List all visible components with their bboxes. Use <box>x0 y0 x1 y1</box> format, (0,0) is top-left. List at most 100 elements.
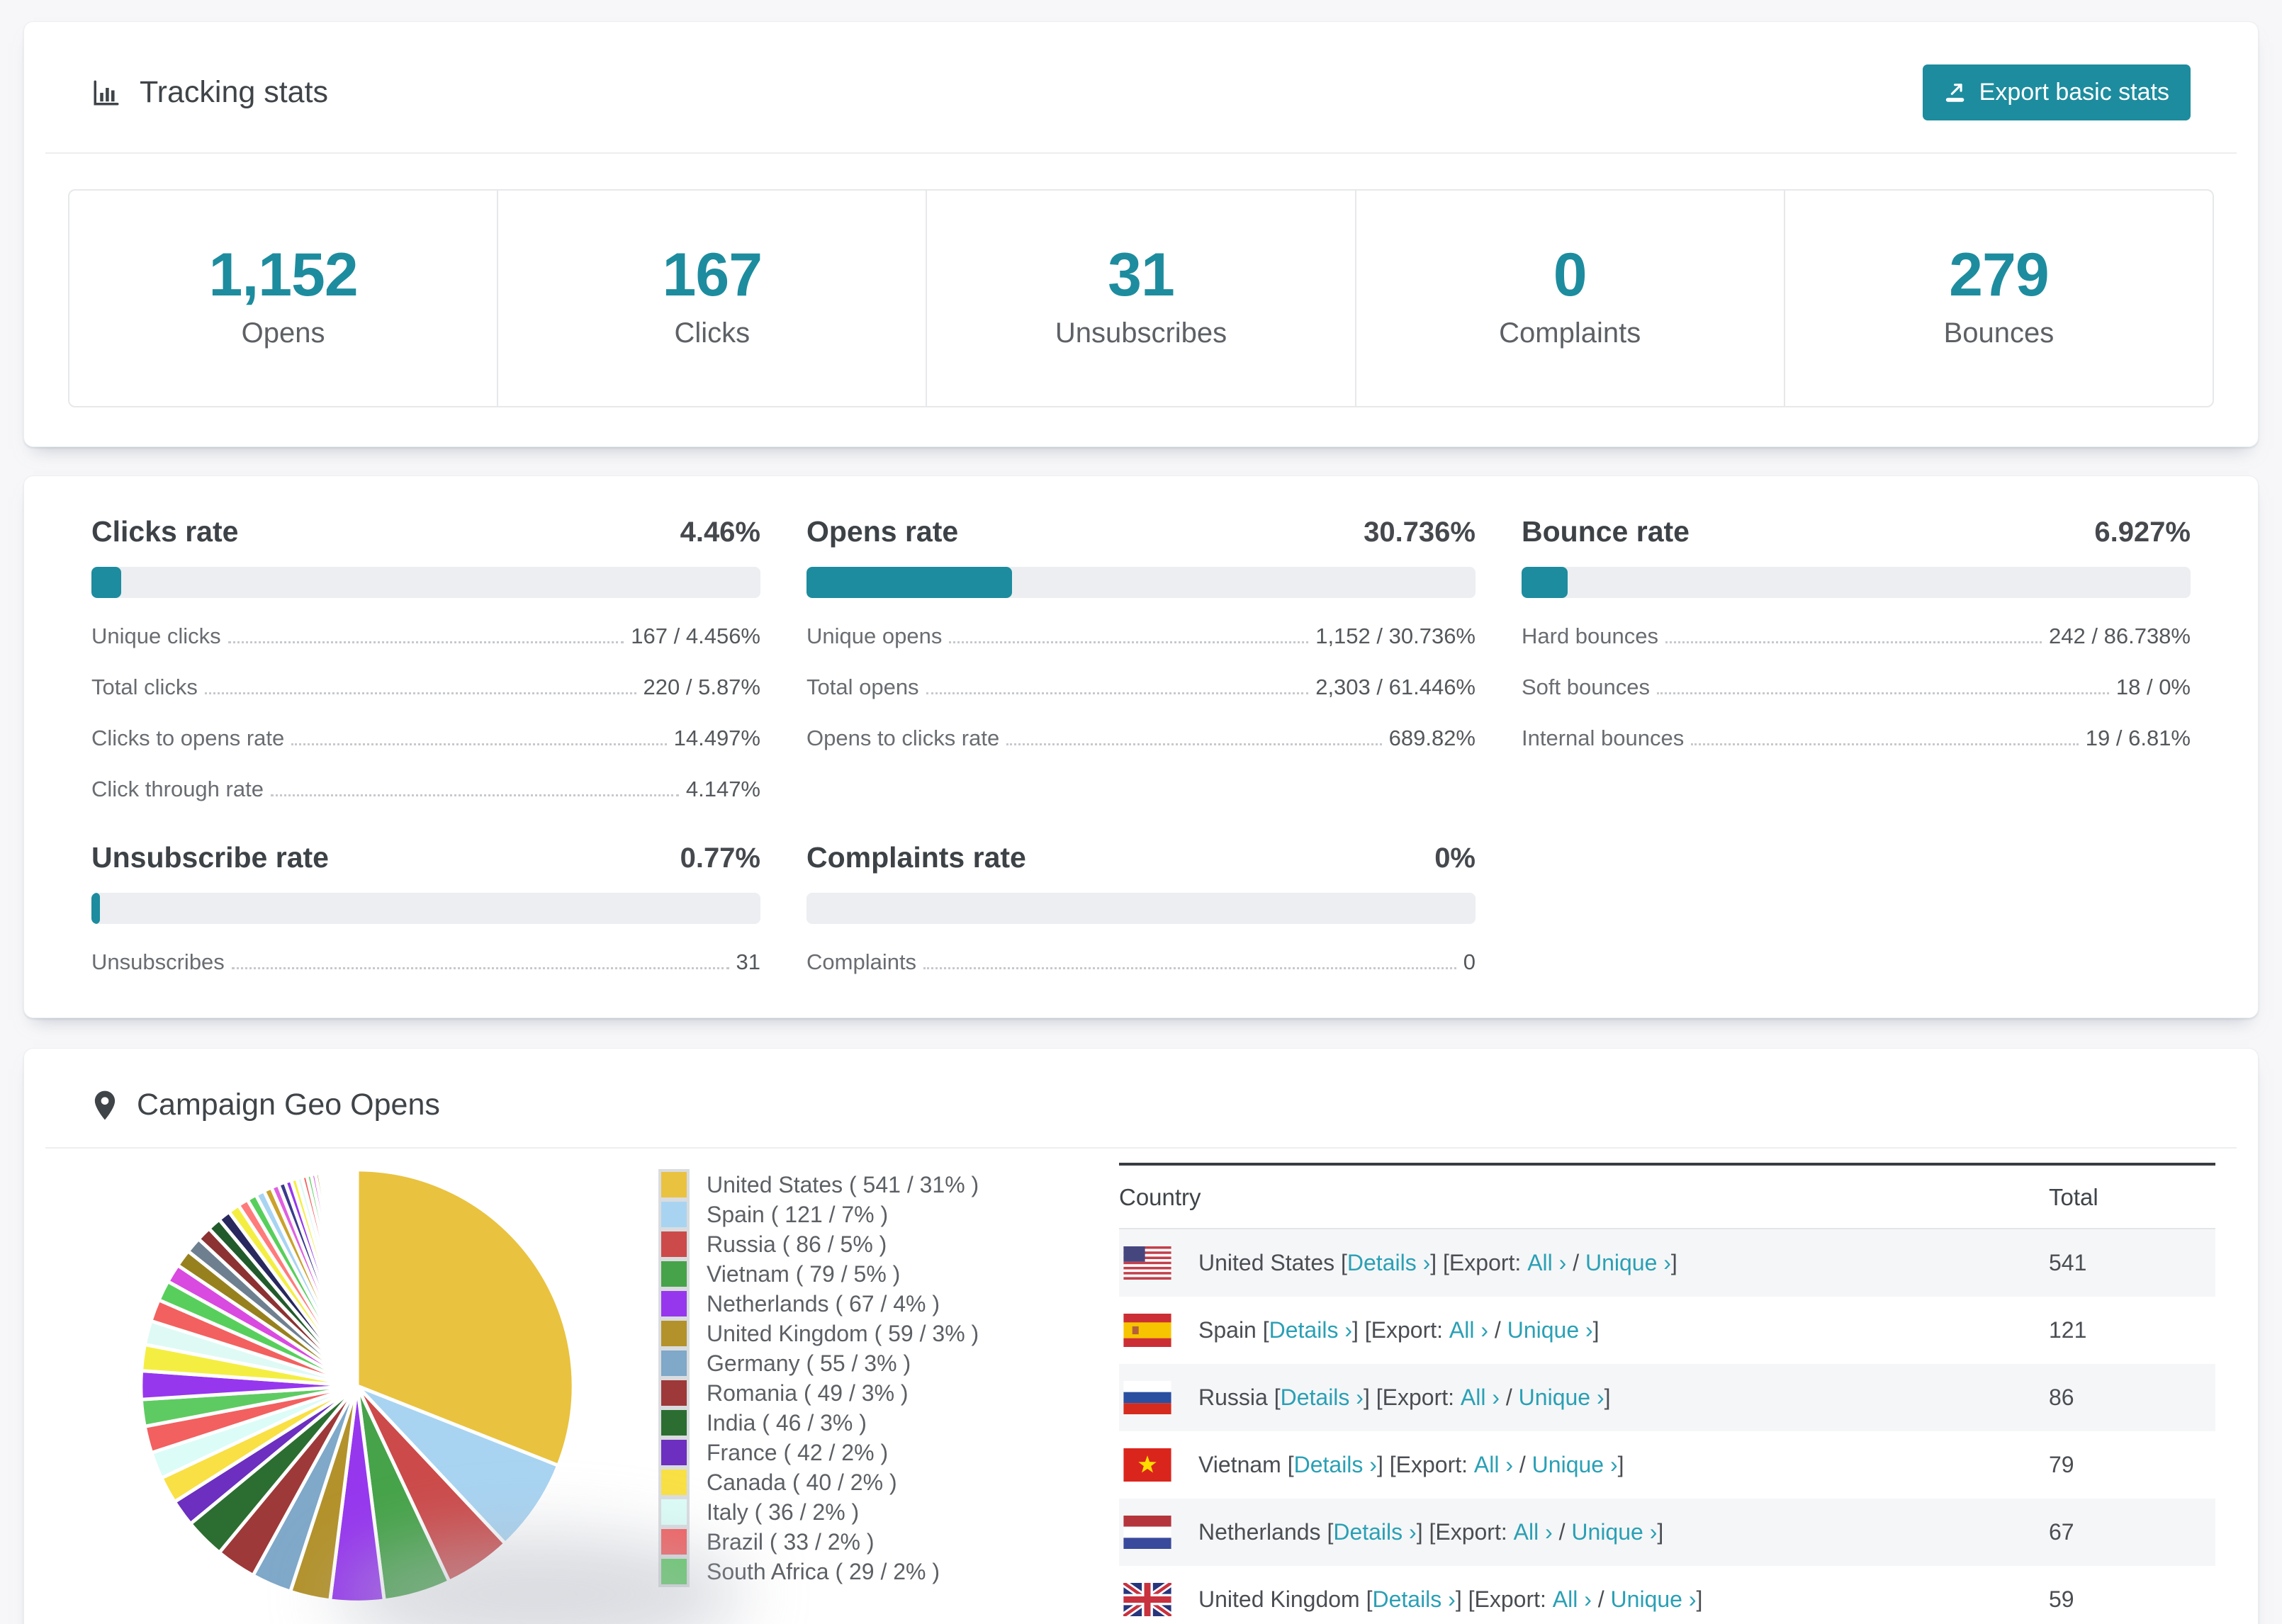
stat-row-label: Click through rate <box>91 777 264 801</box>
stat-row: Internal bounces 19 / 6.81% <box>1522 726 2191 751</box>
details-link[interactable]: Details › <box>1372 1586 1456 1612</box>
legend-item[interactable]: Netherlands ( 67 / 4% ) <box>658 1288 1091 1319</box>
stat-row: Complaints 0 <box>806 949 1476 975</box>
stat-value: 1,152 <box>208 241 358 309</box>
stat-row-leader <box>270 794 679 796</box>
bar-chart-icon <box>91 78 121 108</box>
legend-swatch <box>658 1496 690 1528</box>
legend-item[interactable]: Italy ( 36 / 2% ) <box>658 1496 1091 1528</box>
gb-flag-icon <box>1123 1583 1171 1616</box>
bracket: ] <box>1670 1250 1677 1275</box>
stat-row-value: 2,303 / 61.446% <box>1315 675 1476 699</box>
export-all-link[interactable]: All › <box>1449 1317 1489 1343</box>
summary-body: 1,152 Opens 167 Clicks 31 Unsubscribes 0 Compla… <box>24 154 2258 446</box>
stat-row: Unique clicks 167 / 4.456% <box>91 624 760 649</box>
legend-item[interactable]: Germany ( 55 / 3% ) <box>658 1348 1091 1379</box>
rate-value: 0.77% <box>680 842 760 874</box>
rate-section: Unsubscribe rate 0.77% Unsubscribes 31 <box>91 841 760 975</box>
bracket: [ <box>1359 1586 1373 1612</box>
es-flag-icon <box>1123 1314 1171 1347</box>
legend-item[interactable]: Russia ( 86 / 5% ) <box>658 1229 1091 1260</box>
export-unique-link[interactable]: Unique › <box>1571 1519 1658 1545</box>
pie-slice-other <box>354 1168 359 1387</box>
legend-item[interactable]: Vietnam ( 79 / 5% ) <box>658 1258 1091 1290</box>
stat-row-label: Complaints <box>806 949 917 974</box>
legend-label: Russia ( 86 / 5% ) <box>707 1231 887 1257</box>
stat-row-value: 18 / 0% <box>2115 675 2191 699</box>
geo-legend: United States ( 541 / 31% ) Spain ( 121 /… <box>658 1169 1091 1587</box>
tracking-stats-header: Tracking stats Export basic stats <box>24 22 2258 152</box>
legend-item[interactable]: Brazil ( 33 / 2% ) <box>658 1526 1091 1557</box>
legend-swatch <box>658 1526 690 1557</box>
stat-row-value: 689.82% <box>1388 726 1476 750</box>
geo-divider <box>45 1147 2237 1149</box>
bracket: ] <box>1604 1385 1611 1410</box>
stat-label: Opens <box>241 317 325 349</box>
legend-label: Brazil ( 33 / 2% ) <box>707 1528 875 1555</box>
rate-rows: Unique opens 1,152 / 30.736% Total opens 2,… <box>806 624 1476 751</box>
legend-label: Romania ( 49 / 3% ) <box>707 1380 909 1406</box>
export-all-link[interactable]: All › <box>1552 1586 1592 1612</box>
stat-row-value: 31 <box>736 949 760 974</box>
legend-item[interactable]: Romania ( 49 / 3% ) <box>658 1377 1091 1409</box>
legend-item[interactable]: Spain ( 121 / 7% ) <box>658 1199 1091 1230</box>
legend-swatch <box>658 1229 690 1260</box>
stat-row-leader <box>227 641 624 643</box>
export-unique-link[interactable]: Unique › <box>1507 1317 1593 1343</box>
rate-section: Clicks rate 4.46% Unique clicks 167 / 4.456… <box>91 515 760 802</box>
stat-row-leader <box>1006 743 1382 745</box>
export-basic-stats-button[interactable]: Export basic stats <box>1922 64 2191 120</box>
rate-head: Opens rate 30.736% <box>806 515 1476 548</box>
legend-label: India ( 46 / 3% ) <box>707 1409 867 1436</box>
details-link[interactable]: Details › <box>1293 1452 1377 1477</box>
rate-title: Opens rate <box>806 515 959 548</box>
legend-item[interactable]: India ( 46 / 3% ) <box>658 1407 1091 1438</box>
country-cell: Netherlands [Details ›] [Export: All › /… <box>1119 1516 2049 1549</box>
export-label: Export: <box>1435 1519 1514 1545</box>
export-all-link[interactable]: All › <box>1460 1385 1500 1410</box>
bracket: / <box>1488 1317 1507 1343</box>
export-icon <box>1944 81 1968 105</box>
bracket: [ <box>1320 1519 1334 1545</box>
details-link[interactable]: Details › <box>1347 1250 1431 1275</box>
stat-row: Soft bounces 18 / 0% <box>1522 675 2191 700</box>
bracket: [ <box>1281 1452 1294 1477</box>
legend-swatch <box>658 1437 690 1468</box>
export-unique-link[interactable]: Unique › <box>1518 1385 1604 1410</box>
stat-row: Opens to clicks rate 689.82% <box>806 726 1476 751</box>
export-label: Export: <box>1449 1250 1528 1275</box>
rate-rows: Complaints 0 <box>806 949 1476 975</box>
tracking-stats-card: Tracking stats Export basic stats 1,152 O… <box>23 21 2259 447</box>
export-unique-link[interactable]: Unique › <box>1585 1250 1671 1275</box>
us-flag-icon <box>1123 1246 1171 1280</box>
export-unique-link[interactable]: Unique › <box>1531 1452 1618 1477</box>
export-all-link[interactable]: All › <box>1527 1250 1567 1275</box>
rate-rows: Hard bounces 242 / 86.738% Soft bounces 18 … <box>1522 624 2191 751</box>
legend-item[interactable]: South Africa ( 29 / 2% ) <box>658 1556 1091 1587</box>
progress-bar <box>91 567 760 598</box>
export-label: Export: <box>1395 1452 1474 1477</box>
bracket: ] <box>1696 1586 1703 1612</box>
legend-item[interactable]: United Kingdom ( 59 / 3% ) <box>658 1318 1091 1349</box>
stat-row-value: 220 / 5.87% <box>643 675 760 699</box>
legend-swatch <box>658 1467 690 1498</box>
export-all-link[interactable]: All › <box>1513 1519 1553 1545</box>
details-link[interactable]: Details › <box>1333 1519 1417 1545</box>
export-all-link[interactable]: All › <box>1473 1452 1513 1477</box>
progress-bar <box>806 567 1476 598</box>
legend-swatch <box>658 1288 690 1319</box>
details-link[interactable]: Details › <box>1280 1385 1364 1410</box>
details-link[interactable]: Details › <box>1269 1317 1352 1343</box>
legend-label: Netherlands ( 67 / 4% ) <box>707 1290 940 1316</box>
ru-flag-icon <box>1123 1381 1171 1414</box>
rate-head: Complaints rate 0% <box>806 841 1476 874</box>
rate-value: 6.927% <box>2094 517 2191 548</box>
geo-table-header-row: Country Total <box>1119 1166 2215 1229</box>
legend-item[interactable]: United States ( 541 / 31% ) <box>658 1169 1091 1200</box>
geo-pie-chart <box>139 1168 575 1604</box>
legend-item[interactable]: France ( 42 / 2% ) <box>658 1437 1091 1468</box>
legend-item[interactable]: Canada ( 40 / 2% ) <box>658 1467 1091 1498</box>
total-column-header: Total <box>2049 1166 2215 1229</box>
export-unique-link[interactable]: Unique › <box>1610 1586 1697 1612</box>
